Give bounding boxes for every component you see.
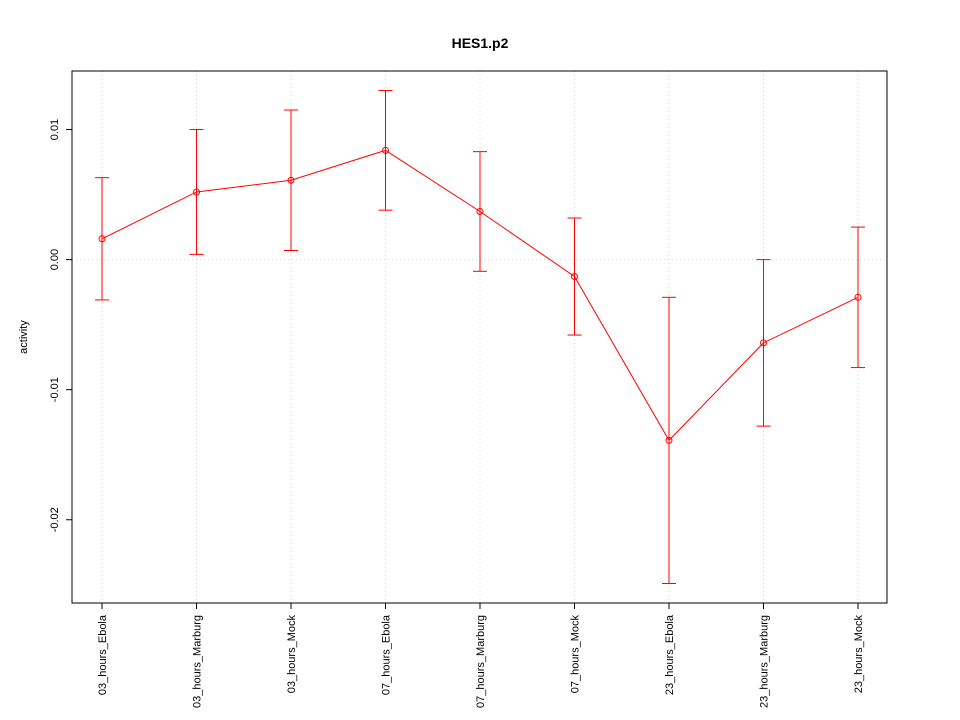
point bbox=[571, 273, 578, 281]
x-tick-label: 07_hours_Mock bbox=[570, 615, 582, 694]
y-tick-label: 0.01 bbox=[49, 119, 61, 140]
x-tick-label: 03_hours_Ebola bbox=[97, 614, 109, 695]
x-tick-label: 03_hours_Mock bbox=[286, 615, 298, 694]
point bbox=[760, 339, 767, 347]
y-tick-label: -0.01 bbox=[49, 377, 61, 402]
y-tick-label: 0.00 bbox=[49, 249, 61, 270]
x-tick-label: 23_hours_Marburg bbox=[759, 615, 771, 708]
y-tick-label: -0.02 bbox=[49, 507, 61, 532]
x-tick-label: 07_hours_Ebola bbox=[381, 614, 393, 695]
point bbox=[382, 146, 389, 154]
point bbox=[193, 188, 200, 196]
chart-title: HES1.p2 bbox=[452, 35, 509, 51]
x-tick-label: 07_hours_Marburg bbox=[475, 615, 487, 708]
point bbox=[287, 176, 295, 184]
point bbox=[665, 436, 673, 444]
point bbox=[854, 293, 862, 301]
plot-frame bbox=[71, 70, 888, 604]
series-line bbox=[101, 149, 859, 442]
x-tick-label: 23_hours_Mock bbox=[853, 615, 865, 694]
point bbox=[98, 235, 106, 243]
x-tick-label: 23_hours_Ebola bbox=[664, 614, 676, 695]
x-tick-label: 03_hours_Marburg bbox=[192, 615, 204, 708]
y-axis-label: activity bbox=[18, 320, 30, 354]
point bbox=[476, 207, 484, 215]
